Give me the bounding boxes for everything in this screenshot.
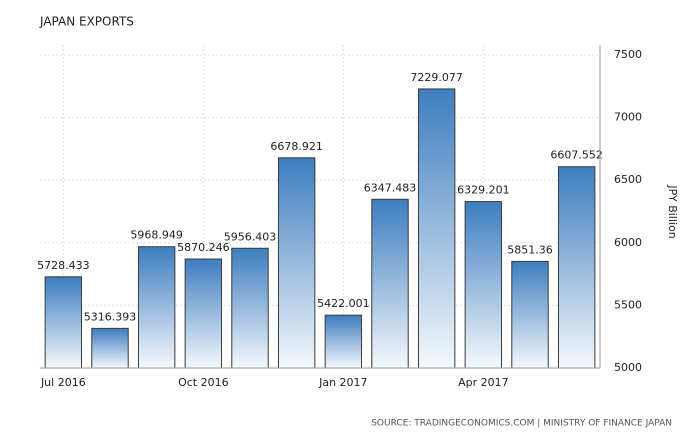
bar (371, 198, 409, 369)
x-tick-label: Jan 2017 (318, 376, 367, 389)
data-label: 6678.921 (270, 140, 323, 153)
data-label: 5316.393 (84, 310, 137, 323)
x-tick-label: Apr 2017 (458, 376, 509, 389)
y-tick-label: 6500 (614, 173, 642, 186)
y-tick-label: 7000 (614, 111, 642, 124)
data-label: 6347.483 (364, 181, 417, 194)
source: SOURCE: TRADINGECONOMICS.COM | MINISTRY … (371, 419, 672, 429)
y-tick-label: 5000 (614, 361, 642, 374)
bar (557, 166, 596, 369)
data-label: 7229.077 (410, 71, 463, 84)
bar (44, 276, 83, 369)
y-tick-label: 7500 (614, 48, 642, 61)
data-label: 5851.36 (507, 243, 553, 256)
data-label: 5870.246 (177, 241, 230, 254)
x-tick-label: Oct 2016 (178, 376, 229, 389)
chart-title: JAPAN EXPORTS (39, 15, 134, 29)
bar (137, 246, 176, 369)
x-tick-label: Jul 2016 (40, 376, 86, 389)
data-label: 6607.552 (550, 149, 603, 162)
bar (324, 314, 363, 369)
bar (91, 327, 129, 369)
data-label: 5422.001 (317, 297, 370, 310)
y-axis-label: JPY Billion (666, 184, 679, 238)
data-label: 5728.433 (37, 259, 90, 272)
y-tick-label: 5500 (614, 298, 642, 311)
bar (511, 260, 549, 369)
data-label: 6329.201 (457, 184, 510, 197)
bar (417, 88, 456, 369)
data-label: 5968.949 (130, 229, 183, 242)
y-tick-label: 6000 (614, 236, 642, 249)
bar (464, 201, 503, 369)
data-label: 5956.403 (224, 230, 277, 243)
bar (277, 157, 316, 369)
bar (231, 247, 269, 369)
bar (184, 258, 223, 369)
